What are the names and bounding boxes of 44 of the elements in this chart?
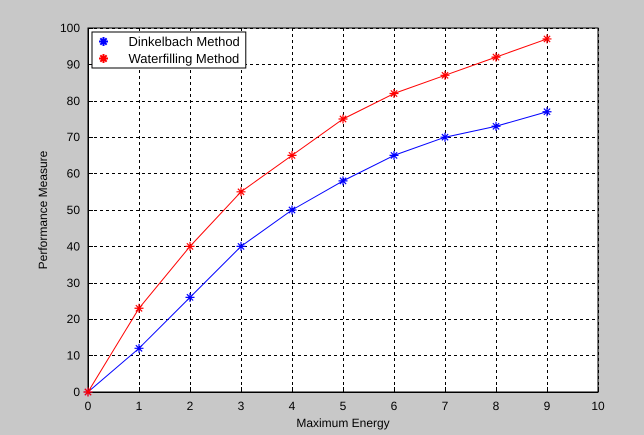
point (388, 88, 400, 99)
point (286, 204, 298, 216)
point (338, 114, 348, 124)
point (338, 176, 348, 186)
x-tick-label: 1 (136, 399, 143, 413)
x-tick-label: 5 (340, 399, 347, 413)
point (542, 34, 552, 44)
point (490, 121, 502, 132)
y-tick-label: 80 (66, 94, 80, 108)
point (490, 52, 502, 62)
x-tick-label: 0 (84, 399, 92, 413)
y-tick-label: 40 (66, 239, 80, 254)
point (286, 150, 298, 160)
y-tick-label: 10 (66, 348, 80, 363)
point (542, 106, 552, 117)
x-tick-label: 9 (544, 399, 551, 413)
x-axis-title: Maximum Energy (296, 416, 390, 430)
y-tick-label: 60 (66, 166, 80, 181)
point (134, 303, 144, 314)
y-tick-label: 0 (73, 385, 80, 399)
x-tick-label: 2 (186, 399, 194, 413)
point (388, 150, 400, 160)
point (236, 241, 246, 252)
point (184, 292, 196, 302)
legend-label: Dinkelbach Method (128, 34, 240, 49)
y-tick-label: 70 (66, 130, 80, 144)
y-tick-label: 20 (66, 312, 80, 326)
legend-label: Waterfilling Method (128, 51, 240, 66)
point (134, 343, 144, 354)
y-tick-label: 30 (66, 276, 80, 290)
point (440, 70, 450, 80)
point (184, 241, 196, 252)
y-tick-label: 90 (66, 57, 80, 72)
y-tick-label: 50 (66, 203, 80, 217)
x-tick-label: 3 (238, 399, 245, 413)
point (236, 186, 246, 197)
x-tick-label: 6 (390, 399, 398, 413)
x-tick-label: 8 (492, 399, 500, 413)
x-tick-label: 10 (591, 399, 605, 413)
y-axis-title: Performance Measure (36, 150, 50, 270)
y-tick-label: 100 (60, 21, 80, 35)
x-tick-label: 4 (288, 399, 296, 413)
point (440, 132, 450, 142)
x-tick-label: 7 (442, 399, 449, 413)
